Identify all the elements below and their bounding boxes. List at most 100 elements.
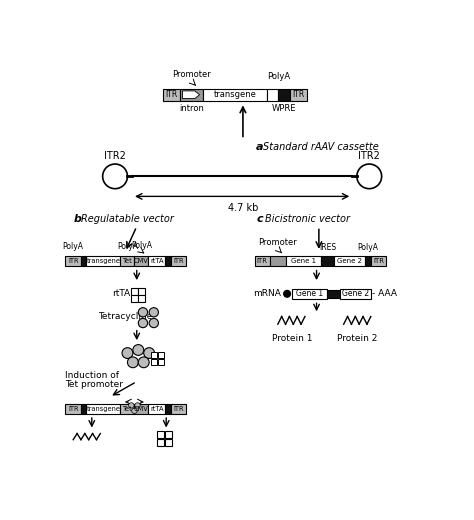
Circle shape (149, 308, 158, 317)
Text: transgene: transgene (86, 258, 120, 264)
Text: rtTA: rtTA (112, 289, 130, 297)
Circle shape (283, 290, 291, 297)
Bar (81, 404, 86, 413)
Bar (290, 88, 307, 101)
Bar (163, 88, 180, 101)
Text: ITR: ITR (173, 406, 184, 411)
Bar (135, 404, 148, 413)
Text: Protein 1: Protein 1 (272, 334, 312, 343)
Text: Gene 2: Gene 2 (337, 258, 362, 264)
Text: ITR: ITR (257, 258, 268, 264)
Circle shape (144, 348, 155, 358)
Text: Protein 2: Protein 2 (337, 334, 378, 343)
Text: Tet promoter: Tet promoter (65, 380, 123, 389)
Bar (321, 256, 334, 266)
Text: PolyA: PolyA (267, 72, 290, 81)
Text: intron: intron (179, 104, 204, 113)
Text: Promoter: Promoter (258, 238, 297, 247)
Bar (151, 353, 157, 358)
Text: mRNA: mRNA (253, 289, 281, 298)
Text: Bicistronic vector: Bicistronic vector (264, 214, 350, 224)
Circle shape (138, 357, 149, 368)
Bar (65, 404, 81, 413)
Circle shape (128, 357, 138, 368)
Text: ITR: ITR (165, 90, 178, 99)
Text: Gene 1: Gene 1 (296, 289, 323, 298)
Bar (292, 289, 328, 299)
Text: Regulatable vector: Regulatable vector (81, 214, 174, 224)
Bar (255, 256, 270, 266)
Bar (165, 404, 171, 413)
Text: rtTA: rtTA (150, 258, 164, 264)
Bar (148, 256, 165, 266)
Circle shape (133, 345, 144, 355)
Bar (158, 353, 164, 358)
Text: 4.7 kb: 4.7 kb (228, 203, 258, 213)
Text: Induction of: Induction of (65, 371, 119, 380)
Circle shape (135, 403, 140, 408)
Circle shape (357, 164, 382, 189)
Text: CMV: CMV (134, 258, 149, 264)
Text: CMV: CMV (134, 406, 149, 411)
Bar (151, 359, 157, 366)
Bar (120, 256, 135, 266)
Bar (164, 439, 172, 446)
Bar (334, 256, 365, 266)
Text: PolyA: PolyA (63, 242, 84, 251)
Text: ITR2: ITR2 (104, 151, 126, 161)
Bar (165, 256, 171, 266)
Bar (148, 404, 165, 413)
Bar (340, 289, 371, 299)
Text: b: b (73, 214, 81, 224)
Circle shape (149, 318, 158, 328)
Text: rtTA: rtTA (150, 406, 164, 411)
Bar (285, 256, 321, 266)
Text: a: a (255, 142, 263, 152)
Text: IRES: IRES (319, 243, 336, 252)
Bar (203, 88, 267, 101)
Text: Standard rAAV cassette: Standard rAAV cassette (263, 142, 379, 152)
Circle shape (138, 308, 147, 317)
Bar (135, 256, 148, 266)
Text: WPRE: WPRE (272, 104, 296, 113)
Bar (130, 288, 137, 294)
Text: ITR: ITR (68, 258, 79, 264)
Text: Promoter: Promoter (173, 70, 211, 80)
Text: Tet: Tet (123, 406, 132, 411)
Circle shape (128, 403, 134, 408)
Bar (270, 256, 285, 266)
Text: PolyA: PolyA (131, 241, 152, 250)
Polygon shape (182, 91, 200, 99)
Bar (86, 404, 120, 413)
Bar (86, 256, 120, 266)
Text: PolyA: PolyA (117, 242, 138, 251)
Circle shape (138, 318, 147, 328)
Text: c: c (257, 214, 264, 224)
Bar (158, 359, 164, 366)
Bar (130, 295, 137, 302)
Bar (180, 88, 203, 101)
Bar (164, 431, 172, 438)
Bar (157, 439, 164, 446)
Bar (371, 256, 386, 266)
Bar (65, 256, 81, 266)
Bar (81, 256, 86, 266)
Bar (328, 290, 340, 298)
Text: - AAA: - AAA (373, 289, 397, 298)
Text: Gene 2: Gene 2 (342, 289, 369, 298)
Bar (138, 288, 145, 294)
Bar (157, 431, 164, 438)
Text: ITR: ITR (373, 258, 384, 264)
Bar (365, 256, 371, 266)
Text: ITR: ITR (292, 90, 305, 99)
Text: transgene: transgene (86, 406, 120, 411)
Circle shape (122, 348, 133, 358)
Bar (278, 88, 290, 101)
Text: Gene 1: Gene 1 (291, 258, 316, 264)
Text: ITR: ITR (68, 406, 79, 411)
Text: Tetracycline: Tetracycline (98, 311, 152, 321)
Circle shape (103, 164, 128, 189)
Bar (120, 404, 135, 413)
Text: ITR2: ITR2 (358, 151, 380, 161)
Bar (171, 404, 186, 413)
